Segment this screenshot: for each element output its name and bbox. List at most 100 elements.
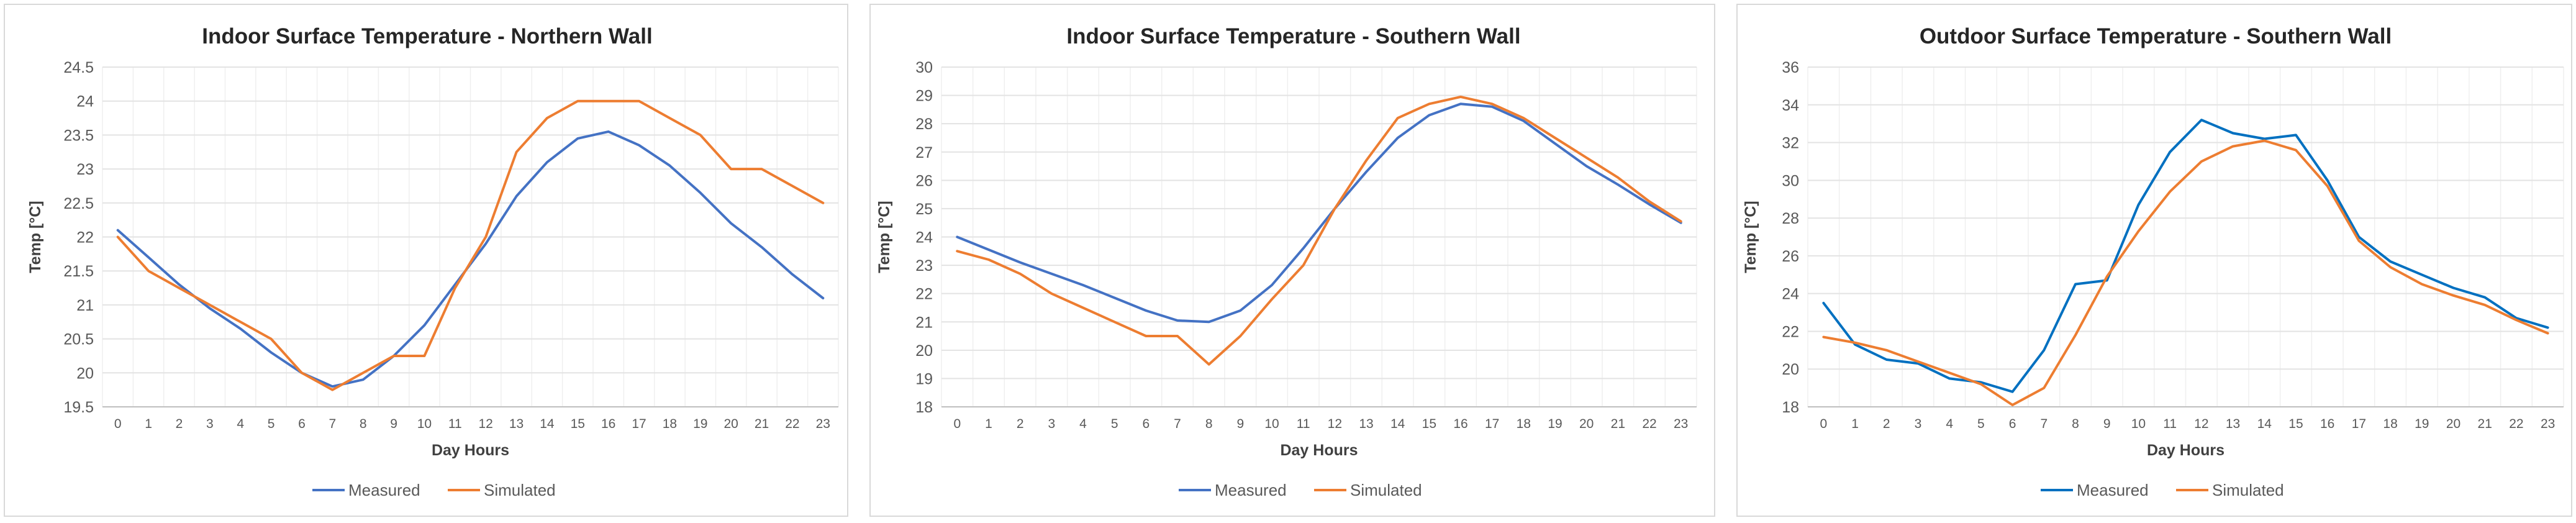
data-point-measured xyxy=(1018,261,1022,265)
x-tick-label: 9 xyxy=(1236,417,1244,431)
y-tick-label: 20 xyxy=(76,365,94,382)
y-axis-label: Temp [°C] xyxy=(1742,201,1759,273)
data-point-simulated xyxy=(1679,219,1683,223)
y-tick-label: 21.5 xyxy=(63,263,94,280)
data-point-simulated xyxy=(1648,200,1651,204)
y-tick-label: 25 xyxy=(915,201,933,218)
x-tick-label: 7 xyxy=(1174,417,1181,431)
y-tick-label: 27 xyxy=(915,144,933,161)
y-tick-label: 19 xyxy=(915,370,933,388)
y-tick-label: 20 xyxy=(915,342,933,360)
data-point-simulated xyxy=(300,371,304,375)
x-tick-label: 15 xyxy=(571,417,585,431)
x-tick-label: 18 xyxy=(663,417,677,431)
data-point-simulated xyxy=(2294,148,2298,152)
x-tick-label: 8 xyxy=(2072,417,2079,431)
data-point-measured xyxy=(116,229,120,232)
data-point-measured xyxy=(2168,150,2172,154)
data-point-simulated xyxy=(1238,334,1242,338)
data-point-measured xyxy=(2483,296,2487,299)
data-point-measured xyxy=(2546,325,2550,329)
data-point-simulated xyxy=(1553,136,1557,140)
x-axis-label: Day Hours xyxy=(432,442,509,459)
data-point-simulated xyxy=(668,116,671,120)
data-point-measured xyxy=(1238,309,1242,312)
data-point-simulated xyxy=(699,133,702,137)
data-point-simulated xyxy=(361,371,365,375)
x-tick-label: 19 xyxy=(693,417,707,431)
data-point-simulated xyxy=(2042,386,2046,390)
chart-title: Outdoor Surface Temperature - Southern W… xyxy=(1920,24,2392,48)
x-tick-label: 13 xyxy=(2226,417,2240,431)
chart-svg-south-indoor: Indoor Surface Temperature - Southern Wa… xyxy=(876,24,1697,499)
x-tick-label: 20 xyxy=(2446,417,2460,431)
x-tick-label: 21 xyxy=(755,417,769,431)
data-point-measured xyxy=(1427,114,1431,117)
data-point-simulated xyxy=(1916,360,1920,363)
x-tick-label: 12 xyxy=(1328,417,1342,431)
y-tick-label: 24.5 xyxy=(63,59,94,76)
x-tick-label: 11 xyxy=(1297,417,1310,431)
x-tick-label: 21 xyxy=(1611,417,1625,431)
data-point-simulated xyxy=(2515,318,2518,322)
x-tick-label: 1 xyxy=(985,417,992,431)
data-point-measured xyxy=(1207,320,1211,324)
x-tick-label: 22 xyxy=(1642,417,1656,431)
data-point-simulated xyxy=(1616,176,1620,180)
x-tick-label: 17 xyxy=(2352,417,2366,431)
x-tick-label: 10 xyxy=(1264,417,1279,431)
data-point-simulated xyxy=(2200,160,2203,163)
data-point-simulated xyxy=(484,235,488,239)
data-point-simulated xyxy=(760,167,764,171)
data-point-simulated xyxy=(1270,298,1274,301)
x-tick-label: 5 xyxy=(268,417,275,431)
y-tick-label: 24 xyxy=(1782,286,1799,303)
data-point-measured xyxy=(515,194,519,198)
y-tick-label: 23 xyxy=(915,257,933,275)
x-axis-label: Day Hours xyxy=(2147,442,2225,459)
y-tick-label: 19.5 xyxy=(63,399,94,416)
series-line-measured xyxy=(956,102,1682,324)
x-tick-label: 18 xyxy=(1517,417,1531,431)
y-tick-label: 30 xyxy=(915,59,933,76)
data-point-measured xyxy=(1821,301,1825,305)
data-point-measured xyxy=(1270,283,1274,287)
y-axis-label: Temp [°C] xyxy=(27,201,44,273)
data-point-measured xyxy=(2294,133,2298,137)
data-point-simulated xyxy=(208,303,212,307)
data-point-measured xyxy=(637,143,641,147)
data-point-measured xyxy=(607,130,610,134)
data-point-simulated xyxy=(576,99,579,103)
data-point-simulated xyxy=(238,320,242,324)
legend-label-measured: Measured xyxy=(1215,481,1287,499)
data-point-simulated xyxy=(1364,158,1368,162)
data-point-simulated xyxy=(2388,265,2392,269)
data-point-simulated xyxy=(1333,207,1336,211)
data-point-measured xyxy=(1081,283,1085,287)
x-tick-label: 22 xyxy=(2509,417,2523,431)
data-point-measured xyxy=(422,324,426,327)
data-point-simulated xyxy=(2136,229,2140,233)
data-point-measured xyxy=(1553,142,1557,145)
data-point-simulated xyxy=(1207,363,1211,366)
x-axis-label: Day Hours xyxy=(1280,442,1358,459)
x-tick-label: 2 xyxy=(1017,417,1024,431)
data-point-simulated xyxy=(1885,348,1889,352)
data-point-simulated xyxy=(1081,306,1085,310)
legend-label-measured: Measured xyxy=(348,481,420,499)
y-axis-label: Temp [°C] xyxy=(876,201,893,273)
data-point-simulated xyxy=(1427,102,1431,106)
x-tick-label: 20 xyxy=(1579,417,1594,431)
x-tick-label: 10 xyxy=(417,417,432,431)
y-tick-label: 22 xyxy=(76,229,94,247)
data-point-simulated xyxy=(330,388,334,392)
data-point-measured xyxy=(1144,309,1148,312)
x-tick-label: 2 xyxy=(1883,417,1890,431)
data-point-simulated xyxy=(392,354,396,358)
chart-panel-south-indoor: Indoor Surface Temperature - Southern Wa… xyxy=(869,4,1715,517)
x-tick-label: 3 xyxy=(206,417,214,431)
x-tick-label: 15 xyxy=(1422,417,1436,431)
x-tick-label: 21 xyxy=(2478,417,2492,431)
chart-title: Indoor Surface Temperature - Southern Wa… xyxy=(1066,24,1520,48)
chart-svg-south-outdoor: Outdoor Surface Temperature - Southern W… xyxy=(1742,24,2564,499)
